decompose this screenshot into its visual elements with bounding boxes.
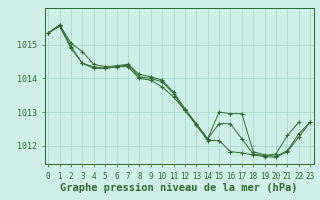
X-axis label: Graphe pression niveau de la mer (hPa): Graphe pression niveau de la mer (hPa)	[60, 183, 298, 193]
